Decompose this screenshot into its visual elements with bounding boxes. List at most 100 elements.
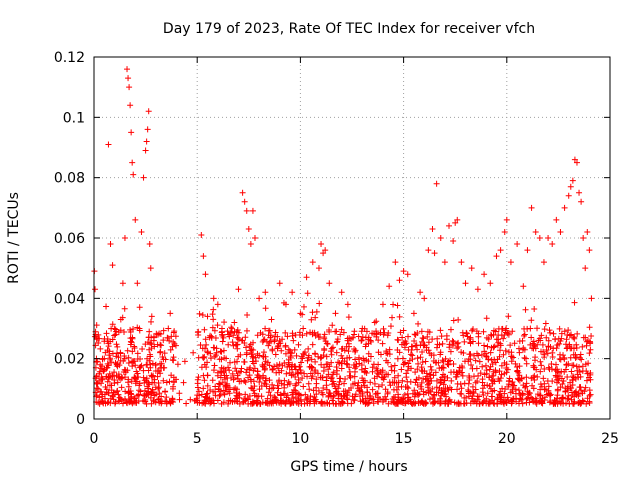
- data-point-background: [304, 373, 311, 380]
- data-point: [247, 241, 254, 248]
- data-point-background: [281, 390, 288, 397]
- data-point-background: [208, 355, 215, 362]
- data-point-background: [433, 384, 440, 391]
- data-point-background: [158, 342, 165, 349]
- data-point-background: [532, 345, 539, 352]
- data-point-background: [583, 368, 590, 375]
- data-point-background: [424, 381, 431, 388]
- data-point-background: [423, 400, 430, 407]
- data-point-background: [212, 335, 219, 342]
- data-point-background: [399, 377, 406, 384]
- data-point-background: [367, 379, 374, 386]
- data-point-background: [207, 400, 214, 407]
- data-point-background: [226, 390, 233, 397]
- data-point-background: [271, 363, 278, 370]
- data-point-background: [346, 368, 353, 375]
- data-point-background: [227, 359, 233, 366]
- data-point-background: [93, 392, 100, 399]
- data-point-background: [243, 344, 250, 351]
- data-point: [536, 235, 543, 241]
- data-point: [351, 331, 358, 338]
- data-point-background: [295, 397, 302, 404]
- data-point-background: [174, 361, 181, 368]
- data-point-background: [369, 368, 376, 375]
- data-point: [454, 216, 461, 223]
- data-point-background: [552, 400, 559, 407]
- data-point-background: [190, 349, 197, 356]
- data-point: [446, 222, 453, 229]
- data-point-background: [198, 391, 205, 398]
- data-point-background: [379, 340, 386, 347]
- data-point-background: [349, 393, 356, 400]
- data-point: [326, 280, 333, 287]
- data-point-background: [151, 376, 158, 383]
- data-point-background: [118, 384, 125, 391]
- data-point-background: [584, 370, 591, 377]
- data-point-background: [556, 325, 563, 332]
- data-point-background: [148, 318, 155, 325]
- data-point-background: [147, 364, 154, 371]
- data-point-background: [373, 318, 380, 325]
- data-point: [235, 286, 242, 293]
- data-point-background: [234, 326, 241, 333]
- data-point-background: [420, 375, 427, 382]
- data-point-background: [311, 350, 318, 357]
- data-point-background: [313, 384, 320, 391]
- data-point-background: [553, 379, 560, 386]
- data-point-background: [93, 380, 100, 387]
- data-point: [524, 247, 531, 254]
- data-point-background: [565, 395, 572, 402]
- data-point-background: [302, 391, 309, 398]
- data-point: [103, 373, 110, 380]
- data-point-background: [463, 330, 470, 337]
- data-point-background: [155, 396, 162, 403]
- data-point-background: [548, 361, 555, 368]
- data-point-background: [323, 382, 330, 389]
- data-point: [309, 259, 316, 266]
- data-point-background: [487, 385, 494, 392]
- data-point-background: [154, 367, 161, 374]
- data-point-background: [282, 400, 289, 407]
- data-point-background: [291, 363, 298, 370]
- data-point-background: [586, 350, 593, 357]
- data-point-background: [227, 330, 234, 337]
- data-point-background: [231, 359, 238, 366]
- data-point-background: [314, 370, 321, 377]
- data-point-background: [284, 381, 291, 388]
- data-point-background: [325, 393, 332, 400]
- data-point-background: [310, 387, 317, 394]
- data-point-background: [572, 351, 579, 358]
- data-point-background: [292, 387, 299, 394]
- data-point-background: [444, 400, 451, 407]
- data-point-background: [332, 328, 339, 335]
- data-point-background: [261, 364, 268, 371]
- data-point-background: [429, 336, 436, 343]
- data-point-background: [242, 334, 249, 341]
- data-point-background: [431, 392, 438, 399]
- data-point: [584, 228, 591, 235]
- data-point-background: [361, 382, 368, 389]
- data-point-background: [453, 400, 460, 407]
- data-point-background: [157, 360, 164, 367]
- data-point-background: [333, 364, 340, 371]
- data-point-background: [467, 339, 474, 346]
- data-point-background: [254, 332, 261, 339]
- data-point-background: [115, 397, 122, 404]
- data-point-background: [439, 357, 446, 364]
- data-point-background: [130, 326, 137, 332]
- data-point-background: [231, 328, 238, 335]
- x-tick-label: 0: [90, 431, 99, 447]
- data-point-background: [313, 376, 320, 383]
- data-point-background: [141, 393, 148, 400]
- data-point-background: [335, 359, 342, 366]
- data-point-background: [505, 313, 512, 320]
- data-point-background: [210, 316, 217, 323]
- data-point-background: [508, 358, 515, 365]
- data-point-background: [447, 326, 454, 333]
- data-point-background: [269, 346, 276, 353]
- data-point: [142, 147, 149, 154]
- data-point-background: [414, 366, 421, 373]
- data-point-background: [546, 399, 553, 406]
- data-point-background: [564, 344, 571, 351]
- data-point: [127, 102, 134, 109]
